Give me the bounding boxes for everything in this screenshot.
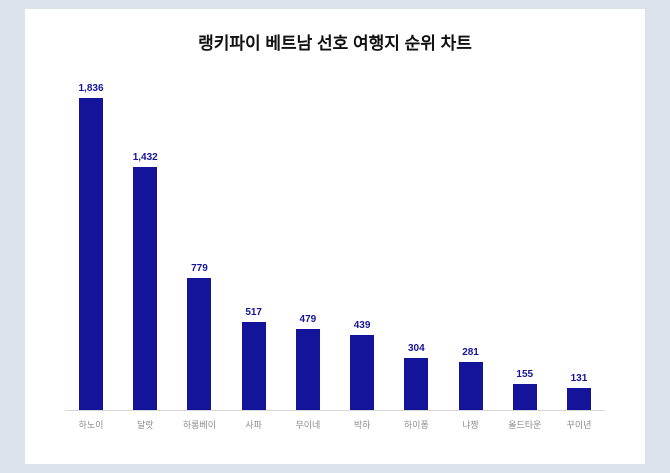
category-label: 달랏 [136, 420, 154, 430]
bar [512, 384, 537, 410]
bar [295, 329, 320, 410]
bar-group: 1,432 [119, 152, 171, 410]
category-label: 꾸이년 [566, 420, 592, 430]
bar-chart-category-axis: 하노이 달랏 하롱베이 사파 무이네 박하 하이퐁 냐짱 올드타운 꾸이년 [65, 418, 605, 431]
bar-value-label: 155 [516, 369, 534, 380]
bar-group: 1,836 [65, 83, 117, 410]
bar-chart: 1,836 1,432 779 517 479 439 304 281 155 131 하노이 달랏… [65, 72, 605, 431]
bar [566, 388, 591, 410]
category-label: 올드타운 [508, 420, 542, 430]
bar-group: 779 [173, 263, 225, 410]
bar-value-label: 304 [407, 343, 425, 354]
bar-value-label: 479 [299, 314, 317, 325]
bar [241, 322, 266, 410]
bar-value-label: 1,836 [78, 83, 104, 94]
category-label: 사파 [245, 420, 262, 430]
bar-value-label: 439 [353, 320, 371, 331]
bar [133, 167, 158, 410]
bar-value-label: 1,432 [132, 152, 158, 163]
bar-value-label: 779 [191, 263, 208, 274]
bar-group: 479 [282, 314, 334, 410]
category-label: 하노이 [78, 420, 104, 430]
category-label: 하이퐁 [403, 420, 429, 430]
category-label: 무이네 [295, 420, 321, 430]
category-label: 박하 [353, 420, 371, 430]
category-label: 하롱베이 [182, 420, 216, 430]
bar-value-label: 281 [462, 347, 479, 358]
bar-group: 281 [445, 347, 497, 410]
bar [187, 278, 212, 410]
bar-chart-plot-area: 1,836 1,432 779 517 479 439 304 281 155 131 [65, 72, 605, 411]
bar-group: 131 [553, 373, 605, 410]
bar [350, 335, 375, 410]
bar-group: 517 [228, 307, 280, 410]
bar-value-label: 131 [570, 373, 588, 384]
bar-value-label: 517 [245, 307, 262, 318]
bar-group: 155 [499, 369, 551, 410]
bar-group: 304 [390, 343, 442, 410]
bar [79, 98, 103, 410]
chart-title: 랭키파이 베트남 선호 여행지 순위 차트 [198, 34, 472, 53]
bar-group: 439 [336, 320, 388, 410]
bar [458, 362, 483, 410]
chart-panel: 랭키파이 베트남 선호 여행지 순위 차트 1,836 1,432 779 517 47… [25, 9, 645, 464]
category-label: 냐짱 [462, 420, 479, 430]
bar [404, 358, 429, 410]
